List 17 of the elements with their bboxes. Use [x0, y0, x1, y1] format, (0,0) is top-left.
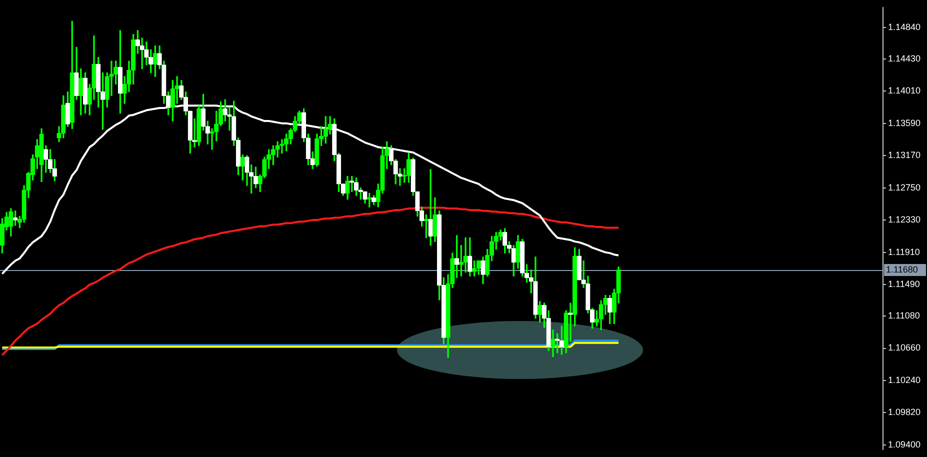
y-tick-label: 1.10240: [888, 374, 921, 385]
y-tick-label: 1.13170: [888, 150, 921, 160]
y-tick-label: 1.10660: [888, 342, 921, 353]
y-tick-label: 1.14010: [888, 86, 921, 96]
y-tick-label: 1.09400: [888, 439, 921, 450]
candlestick: [428, 169, 433, 246]
y-tick-label: 1.11910: [888, 246, 920, 257]
ref-line-label: 1.11680: [886, 264, 918, 274]
y-tick-label: 1.09820: [888, 407, 921, 418]
y-tick-label: 1.11080: [888, 310, 920, 321]
y-tick-label: 1.13590: [888, 118, 921, 128]
y-tick-label: 1.12330: [888, 214, 921, 225]
y-tick-label: 1.11490: [888, 279, 920, 290]
y-tick-label: 1.12750: [888, 182, 921, 192]
candlestick: [463, 237, 468, 273]
y-tick-label: 1.14840: [888, 22, 921, 32]
y-tick-label: 1.14430: [888, 53, 921, 64]
